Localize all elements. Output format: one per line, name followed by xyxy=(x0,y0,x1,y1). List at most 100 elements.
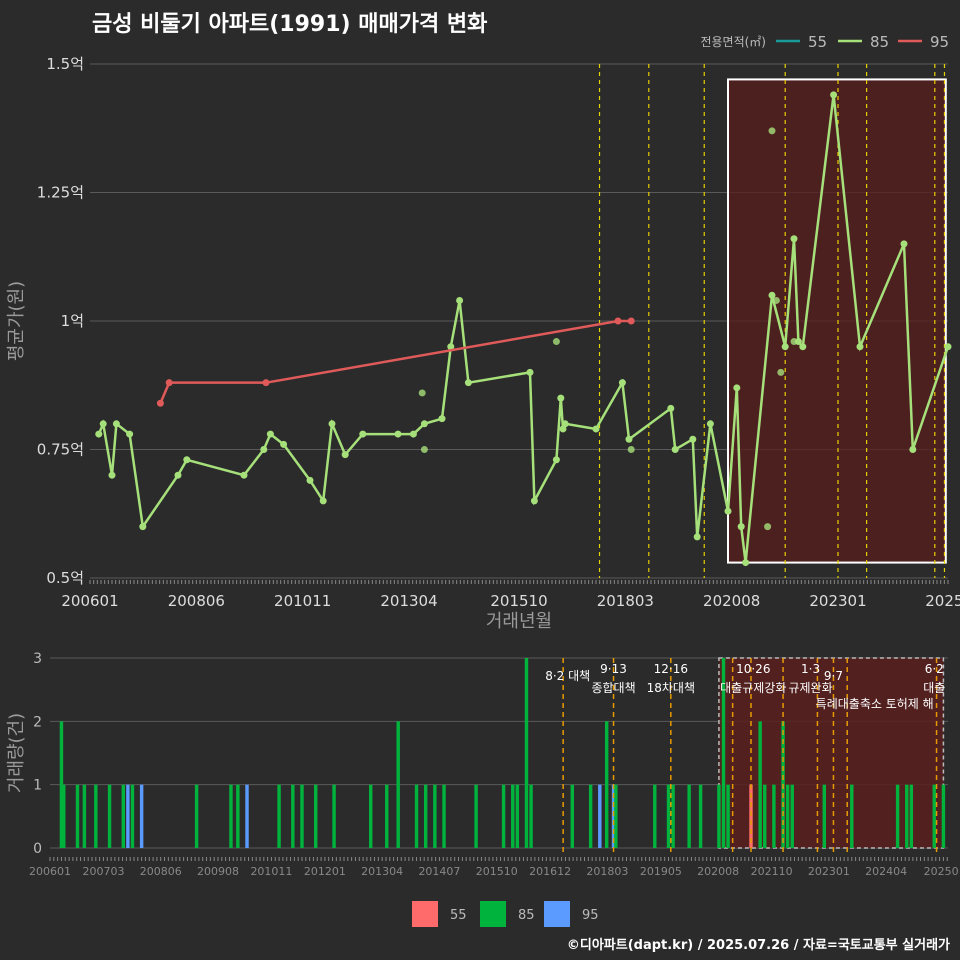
bar-95 xyxy=(126,784,130,848)
data-point-85 xyxy=(456,296,464,304)
bar-85 xyxy=(194,784,199,848)
data-point-85 xyxy=(693,533,701,541)
bar-85 xyxy=(909,784,914,848)
data-point-85 xyxy=(781,343,789,351)
data-point-85 xyxy=(526,368,534,376)
data-point-85 xyxy=(764,523,772,531)
data-point-85 xyxy=(561,420,569,428)
policy-annotation: 대출규제강화 xyxy=(720,681,786,695)
bar-85 xyxy=(107,784,112,848)
x-tick-label: 200806 xyxy=(140,865,182,878)
x-tick-label: 202008 xyxy=(703,592,760,610)
data-point-85 xyxy=(552,338,560,346)
data-point-95 xyxy=(627,317,635,325)
bar-85 xyxy=(314,784,318,848)
bar-85 xyxy=(671,784,675,848)
data-point-85 xyxy=(627,446,635,453)
x-tick-label: 200601 xyxy=(61,592,118,610)
data-point-85 xyxy=(742,559,750,567)
bar-85 xyxy=(698,784,703,848)
data-point-85 xyxy=(99,420,107,428)
legend-label-55: 55 xyxy=(808,33,827,51)
bar-95 xyxy=(611,784,616,848)
legend-label-55: 55 xyxy=(450,908,467,923)
data-point-85 xyxy=(420,446,428,453)
policy-annotation: 12·16 xyxy=(654,662,688,676)
policy-annotation: 9·13 xyxy=(600,662,627,676)
x-tick-label: 201612 xyxy=(529,865,571,878)
y-axis-title: 평균가(원) xyxy=(6,281,27,361)
data-point-85 xyxy=(671,446,679,453)
x-tick-label: 201304 xyxy=(380,592,437,610)
bar-85 xyxy=(758,721,762,848)
data-point-85 xyxy=(724,507,732,515)
x-tick-label: 200601 xyxy=(29,865,71,878)
data-point-85 xyxy=(706,420,714,428)
y-tick-label: 0 xyxy=(33,841,42,857)
chart-title: 금성 비둘기 아파트(1991) 매매가격 변화 xyxy=(92,12,488,37)
bar-85 xyxy=(300,784,304,848)
data-point-85 xyxy=(126,430,134,438)
data-point-85 xyxy=(625,435,633,443)
data-point-85 xyxy=(260,446,268,453)
data-point-85 xyxy=(667,404,675,412)
legend-swatch-85 xyxy=(480,901,506,927)
x-axis-title: 거래년월 xyxy=(486,611,552,632)
data-point-85 xyxy=(552,456,560,464)
data-point-85 xyxy=(530,497,538,505)
bar-85 xyxy=(614,784,618,848)
bar-85 xyxy=(726,784,730,848)
data-point-85 xyxy=(174,471,182,479)
bar-85 xyxy=(822,784,827,848)
policy-annotation: 규제완화 xyxy=(788,681,832,695)
x-tick-label: 200703 xyxy=(82,865,124,878)
data-point-85 xyxy=(139,523,147,531)
data-point-85 xyxy=(266,430,274,438)
x-tick-label: 20250 xyxy=(924,865,959,878)
data-point-95 xyxy=(156,399,164,407)
x-tick-label: 201510 xyxy=(476,865,518,878)
bar-95 xyxy=(139,784,144,848)
data-point-85 xyxy=(830,91,838,99)
policy-annotation: 종합대책 xyxy=(591,680,635,695)
data-point-85 xyxy=(557,394,565,402)
bar-85 xyxy=(785,784,790,848)
bar-85 xyxy=(570,784,575,848)
bar-85 xyxy=(850,784,854,848)
data-point-85 xyxy=(944,343,952,351)
x-tick-label: 201510 xyxy=(490,592,547,610)
data-point-95 xyxy=(614,317,622,325)
policy-annotation: 8·2 대책 xyxy=(545,668,590,683)
bar-85 xyxy=(905,784,909,848)
data-point-85 xyxy=(737,523,745,531)
bar-85 xyxy=(717,784,721,848)
bar-85 xyxy=(75,784,80,848)
y-tick-label: 0.75억 xyxy=(37,441,84,459)
bar-95 xyxy=(598,784,602,848)
data-point-85 xyxy=(464,379,472,387)
legend-swatch-95 xyxy=(544,901,570,927)
data-point-85 xyxy=(359,430,367,438)
policy-annotation: 특례대출축소 토허제 해 xyxy=(816,697,934,711)
legend-label-85: 85 xyxy=(518,908,535,923)
x-tick-label: 202404 xyxy=(865,865,907,878)
data-point-85 xyxy=(856,343,864,351)
data-point-85 xyxy=(438,415,446,423)
legend-label-95: 95 xyxy=(930,33,949,51)
x-tick-label: 201011 xyxy=(274,592,331,610)
bar-85 xyxy=(229,784,233,848)
bar-85 xyxy=(414,784,419,848)
data-point-85 xyxy=(900,240,908,248)
x-tick-label: 202301 xyxy=(809,592,866,610)
data-point-85 xyxy=(799,343,807,351)
bar-85 xyxy=(524,658,529,848)
bar-85 xyxy=(423,784,428,848)
data-point-85 xyxy=(95,430,103,438)
x-tick-label: 202301 xyxy=(808,865,850,878)
bar-85 xyxy=(82,784,87,848)
bar-85 xyxy=(941,784,946,848)
x-tick-label: 201407 xyxy=(418,865,460,878)
policy-annotation: 18차대책 xyxy=(647,680,695,695)
bar-85 xyxy=(442,784,446,848)
